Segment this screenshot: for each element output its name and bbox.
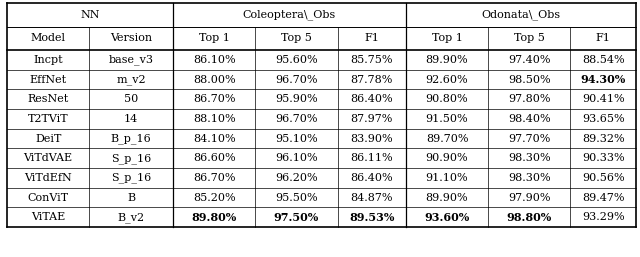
Text: Model: Model: [31, 33, 66, 43]
Text: 96.20%: 96.20%: [275, 173, 317, 183]
Text: 84.87%: 84.87%: [351, 192, 393, 203]
Text: 98.40%: 98.40%: [508, 114, 550, 124]
Text: 95.10%: 95.10%: [275, 134, 317, 143]
Text: 89.70%: 89.70%: [426, 134, 468, 143]
Text: 90.80%: 90.80%: [426, 94, 468, 104]
Text: 91.10%: 91.10%: [426, 173, 468, 183]
Text: EffNet: EffNet: [29, 75, 67, 85]
Text: ViTAE: ViTAE: [31, 212, 65, 222]
Text: m_v2: m_v2: [116, 74, 146, 85]
Text: 86.40%: 86.40%: [350, 173, 393, 183]
Text: 89.80%: 89.80%: [191, 212, 237, 223]
Text: base_v3: base_v3: [109, 54, 154, 65]
Text: 97.70%: 97.70%: [508, 134, 550, 143]
Text: 97.40%: 97.40%: [508, 55, 550, 65]
Text: 87.97%: 87.97%: [351, 114, 393, 124]
Text: S_p_16: S_p_16: [111, 153, 151, 163]
Text: Top 5: Top 5: [281, 33, 312, 43]
Text: 98.30%: 98.30%: [508, 153, 550, 163]
Text: 90.33%: 90.33%: [582, 153, 625, 163]
Text: Incpt: Incpt: [33, 55, 63, 65]
Text: 96.70%: 96.70%: [275, 75, 317, 85]
Text: DeiT: DeiT: [35, 134, 61, 143]
Text: Coleoptera\_Obs: Coleoptera\_Obs: [243, 10, 336, 20]
Text: 95.60%: 95.60%: [275, 55, 317, 65]
Text: 95.90%: 95.90%: [275, 94, 317, 104]
Text: 97.50%: 97.50%: [274, 212, 319, 223]
Text: 83.90%: 83.90%: [350, 134, 393, 143]
Text: 93.65%: 93.65%: [582, 114, 625, 124]
Text: Top 1: Top 1: [431, 33, 463, 43]
Text: Top 5: Top 5: [514, 33, 545, 43]
Text: 97.80%: 97.80%: [508, 94, 550, 104]
Text: 91.50%: 91.50%: [426, 114, 468, 124]
Text: 94.30%: 94.30%: [580, 74, 626, 85]
Text: 88.54%: 88.54%: [582, 55, 625, 65]
Text: 86.40%: 86.40%: [350, 94, 393, 104]
Text: 85.75%: 85.75%: [351, 55, 393, 65]
Text: B_p_16: B_p_16: [111, 133, 152, 144]
Text: 89.90%: 89.90%: [426, 192, 468, 203]
Text: 88.00%: 88.00%: [193, 75, 236, 85]
Text: S_p_16: S_p_16: [111, 172, 151, 183]
Text: 89.47%: 89.47%: [582, 192, 625, 203]
Text: 86.60%: 86.60%: [193, 153, 236, 163]
Text: Version: Version: [110, 33, 152, 43]
Text: NN: NN: [80, 10, 100, 20]
Text: B_v2: B_v2: [118, 212, 145, 223]
Text: 89.53%: 89.53%: [349, 212, 394, 223]
Text: 90.90%: 90.90%: [426, 153, 468, 163]
Text: F1: F1: [596, 33, 611, 43]
Text: 97.90%: 97.90%: [508, 192, 550, 203]
Text: 98.50%: 98.50%: [508, 75, 550, 85]
Text: 50: 50: [124, 94, 138, 104]
Text: 84.10%: 84.10%: [193, 134, 236, 143]
Text: 85.20%: 85.20%: [193, 192, 236, 203]
Text: 93.29%: 93.29%: [582, 212, 625, 222]
Text: 98.80%: 98.80%: [507, 212, 552, 223]
Text: 95.50%: 95.50%: [275, 192, 317, 203]
Text: 87.78%: 87.78%: [351, 75, 393, 85]
Text: 86.70%: 86.70%: [193, 94, 236, 104]
Text: 89.90%: 89.90%: [426, 55, 468, 65]
Text: 89.32%: 89.32%: [582, 134, 625, 143]
Text: 93.60%: 93.60%: [424, 212, 470, 223]
Text: 96.70%: 96.70%: [275, 114, 317, 124]
Text: 96.10%: 96.10%: [275, 153, 317, 163]
Text: 14: 14: [124, 114, 138, 124]
Text: ViTdVAE: ViTdVAE: [24, 153, 73, 163]
Text: Top 1: Top 1: [198, 33, 230, 43]
Text: B: B: [127, 192, 135, 203]
Text: 86.70%: 86.70%: [193, 173, 236, 183]
Text: 86.11%: 86.11%: [350, 153, 393, 163]
Text: 90.41%: 90.41%: [582, 94, 625, 104]
Text: F1: F1: [364, 33, 379, 43]
Text: ResNet: ResNet: [28, 94, 68, 104]
Text: 88.10%: 88.10%: [193, 114, 236, 124]
Text: T2TViT: T2TViT: [28, 114, 68, 124]
Text: ConViT: ConViT: [28, 192, 68, 203]
Text: 92.60%: 92.60%: [426, 75, 468, 85]
Text: 98.30%: 98.30%: [508, 173, 550, 183]
Text: Odonata\_Obs: Odonata\_Obs: [481, 10, 561, 20]
Text: 90.56%: 90.56%: [582, 173, 625, 183]
Text: ViTdEfN: ViTdEfN: [24, 173, 72, 183]
Text: 86.10%: 86.10%: [193, 55, 236, 65]
